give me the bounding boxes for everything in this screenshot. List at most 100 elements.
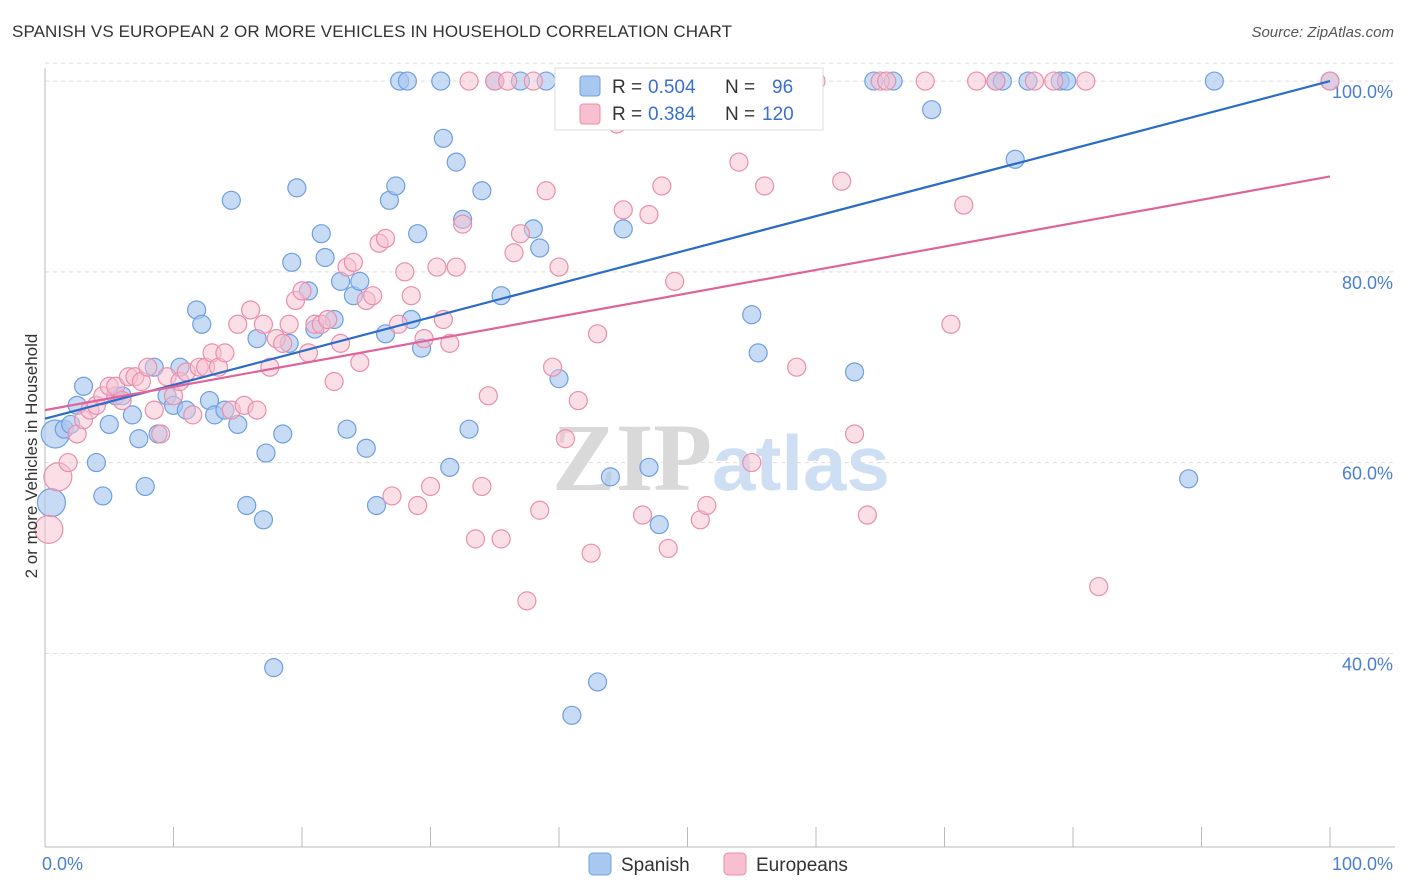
- europeans-point-103: [754, 176, 775, 196]
- spanish-point-51: [397, 71, 417, 91]
- europeans-point-16: [151, 424, 171, 444]
- watermark: ZIP atlas: [552, 404, 890, 511]
- y-tick-label-60: 60.0%: [1342, 464, 1393, 484]
- europeans-point-78: [549, 257, 569, 277]
- y-tick-label-40: 40.0%: [1342, 654, 1393, 674]
- stats-r-value-europeans: 0.384: [648, 104, 696, 125]
- europeans-point-62: [446, 257, 466, 277]
- spanish-point-42: [337, 419, 357, 439]
- europeans-point-108: [832, 171, 852, 191]
- spanish-trend-line: [44, 80, 1331, 420]
- europeans-point-71: [504, 243, 524, 263]
- stats-n-label-spanish: N =: [725, 77, 755, 98]
- watermark-zip: ZIP: [552, 404, 712, 511]
- europeans-point-94: [652, 176, 672, 196]
- europeans-point-102: [742, 452, 762, 473]
- europeans-point-117: [986, 71, 1006, 91]
- spanish-point-30: [256, 443, 276, 463]
- europeans-point-49: [363, 286, 383, 306]
- europeans-point-15: [144, 400, 164, 420]
- europeans-point-77: [542, 357, 563, 377]
- spanish-point-63: [491, 286, 511, 306]
- spanish-point-27: [237, 495, 257, 516]
- europeans-point-58: [420, 476, 441, 497]
- europeans-point-110: [857, 505, 878, 525]
- spanish-point-85: [922, 100, 942, 120]
- europeans-point-119: [1044, 71, 1064, 91]
- spanish-point-38: [311, 224, 331, 244]
- stats-legend: R = 0.504 N = 96 R = 0.384 N = 120: [554, 67, 824, 131]
- spanish-point-6: [86, 452, 107, 473]
- spanish-point-70: [587, 672, 608, 692]
- europeans-point-46: [343, 252, 363, 272]
- stats-r-label-spanish: R =: [612, 77, 642, 98]
- europeans-point-115: [954, 195, 974, 215]
- spanish-point-13: [135, 476, 155, 497]
- europeans-point-21: [183, 405, 203, 425]
- spanish-point-4: [73, 376, 94, 396]
- europeans-point-95: [658, 538, 678, 559]
- spanish-point-60: [459, 419, 479, 439]
- spanish-point-7: [93, 486, 113, 506]
- europeans-point-120: [1076, 71, 1096, 91]
- stats-n-value-europeans: 120: [762, 104, 794, 125]
- spanish-point-8: [99, 414, 119, 435]
- europeans-point-112: [877, 71, 897, 91]
- spanish-point-55: [431, 71, 451, 91]
- stats-n-value-spanish: 96: [772, 77, 793, 98]
- spanish-point-0: [36, 488, 67, 518]
- spanish-point-35: [287, 178, 307, 198]
- stats-r-label-europeans: R =: [612, 104, 642, 125]
- spanish-point-80: [748, 343, 768, 363]
- europeans-point-99: [697, 495, 717, 516]
- europeans-point-28: [228, 314, 248, 334]
- spanish-point-82: [844, 362, 865, 382]
- spanish-point-58: [446, 152, 466, 172]
- trend-lines: [44, 80, 1331, 420]
- europeans-point-91: [632, 505, 653, 525]
- stats-swatch-spanish: [579, 75, 601, 97]
- europeans-point-67: [478, 386, 498, 406]
- europeans-point-88: [613, 200, 633, 220]
- europeans-point-96: [665, 271, 685, 291]
- spanish-point-34: [282, 252, 302, 272]
- europeans-point-43: [324, 371, 344, 392]
- europeans-point-83: [581, 543, 601, 563]
- data-points: [34, 71, 1340, 725]
- europeans-point-39: [298, 343, 319, 363]
- europeans-point-57: [414, 328, 434, 349]
- europeans-point-56: [408, 495, 428, 516]
- series-legend: Spanish Europeans: [588, 852, 848, 876]
- europeans-point-52: [382, 486, 402, 506]
- chart-title: SPANISH VS EUROPEAN 2 OR MORE VEHICLES I…: [12, 22, 733, 41]
- europeans-point-73: [517, 591, 537, 611]
- europeans-point-72: [510, 224, 531, 244]
- y-tick-label-80: 80.0%: [1342, 273, 1393, 293]
- spanish-point-12: [129, 429, 149, 449]
- source-credit: Source: ZipAtlas.com: [1251, 24, 1394, 41]
- europeans-point-36: [279, 314, 299, 334]
- europeans-point-26: [215, 343, 235, 363]
- europeans-point-66: [472, 476, 492, 497]
- stats-n-label-europeans: N =: [725, 104, 755, 125]
- europeans-point-54: [395, 262, 415, 282]
- europeans-point-31: [247, 400, 267, 420]
- europeans-point-101: [729, 152, 749, 172]
- legend-label-spanish: Spanish: [621, 855, 690, 876]
- europeans-point-114: [941, 314, 961, 334]
- spanish-point-88: [1005, 149, 1025, 169]
- y-axis-title: 2 or more Vehicles in Household: [22, 334, 41, 579]
- europeans-point-92: [639, 205, 659, 225]
- europeans-point-70: [498, 71, 518, 91]
- spanish-point-32: [273, 424, 293, 444]
- spanish-point-44: [350, 271, 370, 291]
- europeans-point-64: [459, 71, 479, 91]
- spanish-point-69: [562, 705, 582, 725]
- europeans-point-51: [375, 228, 396, 249]
- europeans-point-79: [555, 429, 576, 449]
- europeans-point-2: [58, 452, 78, 473]
- spanish-point-56: [433, 128, 453, 148]
- legend-swatch-europeans: [723, 852, 747, 876]
- europeans-point-35: [273, 333, 293, 353]
- europeans-point-76: [536, 181, 556, 201]
